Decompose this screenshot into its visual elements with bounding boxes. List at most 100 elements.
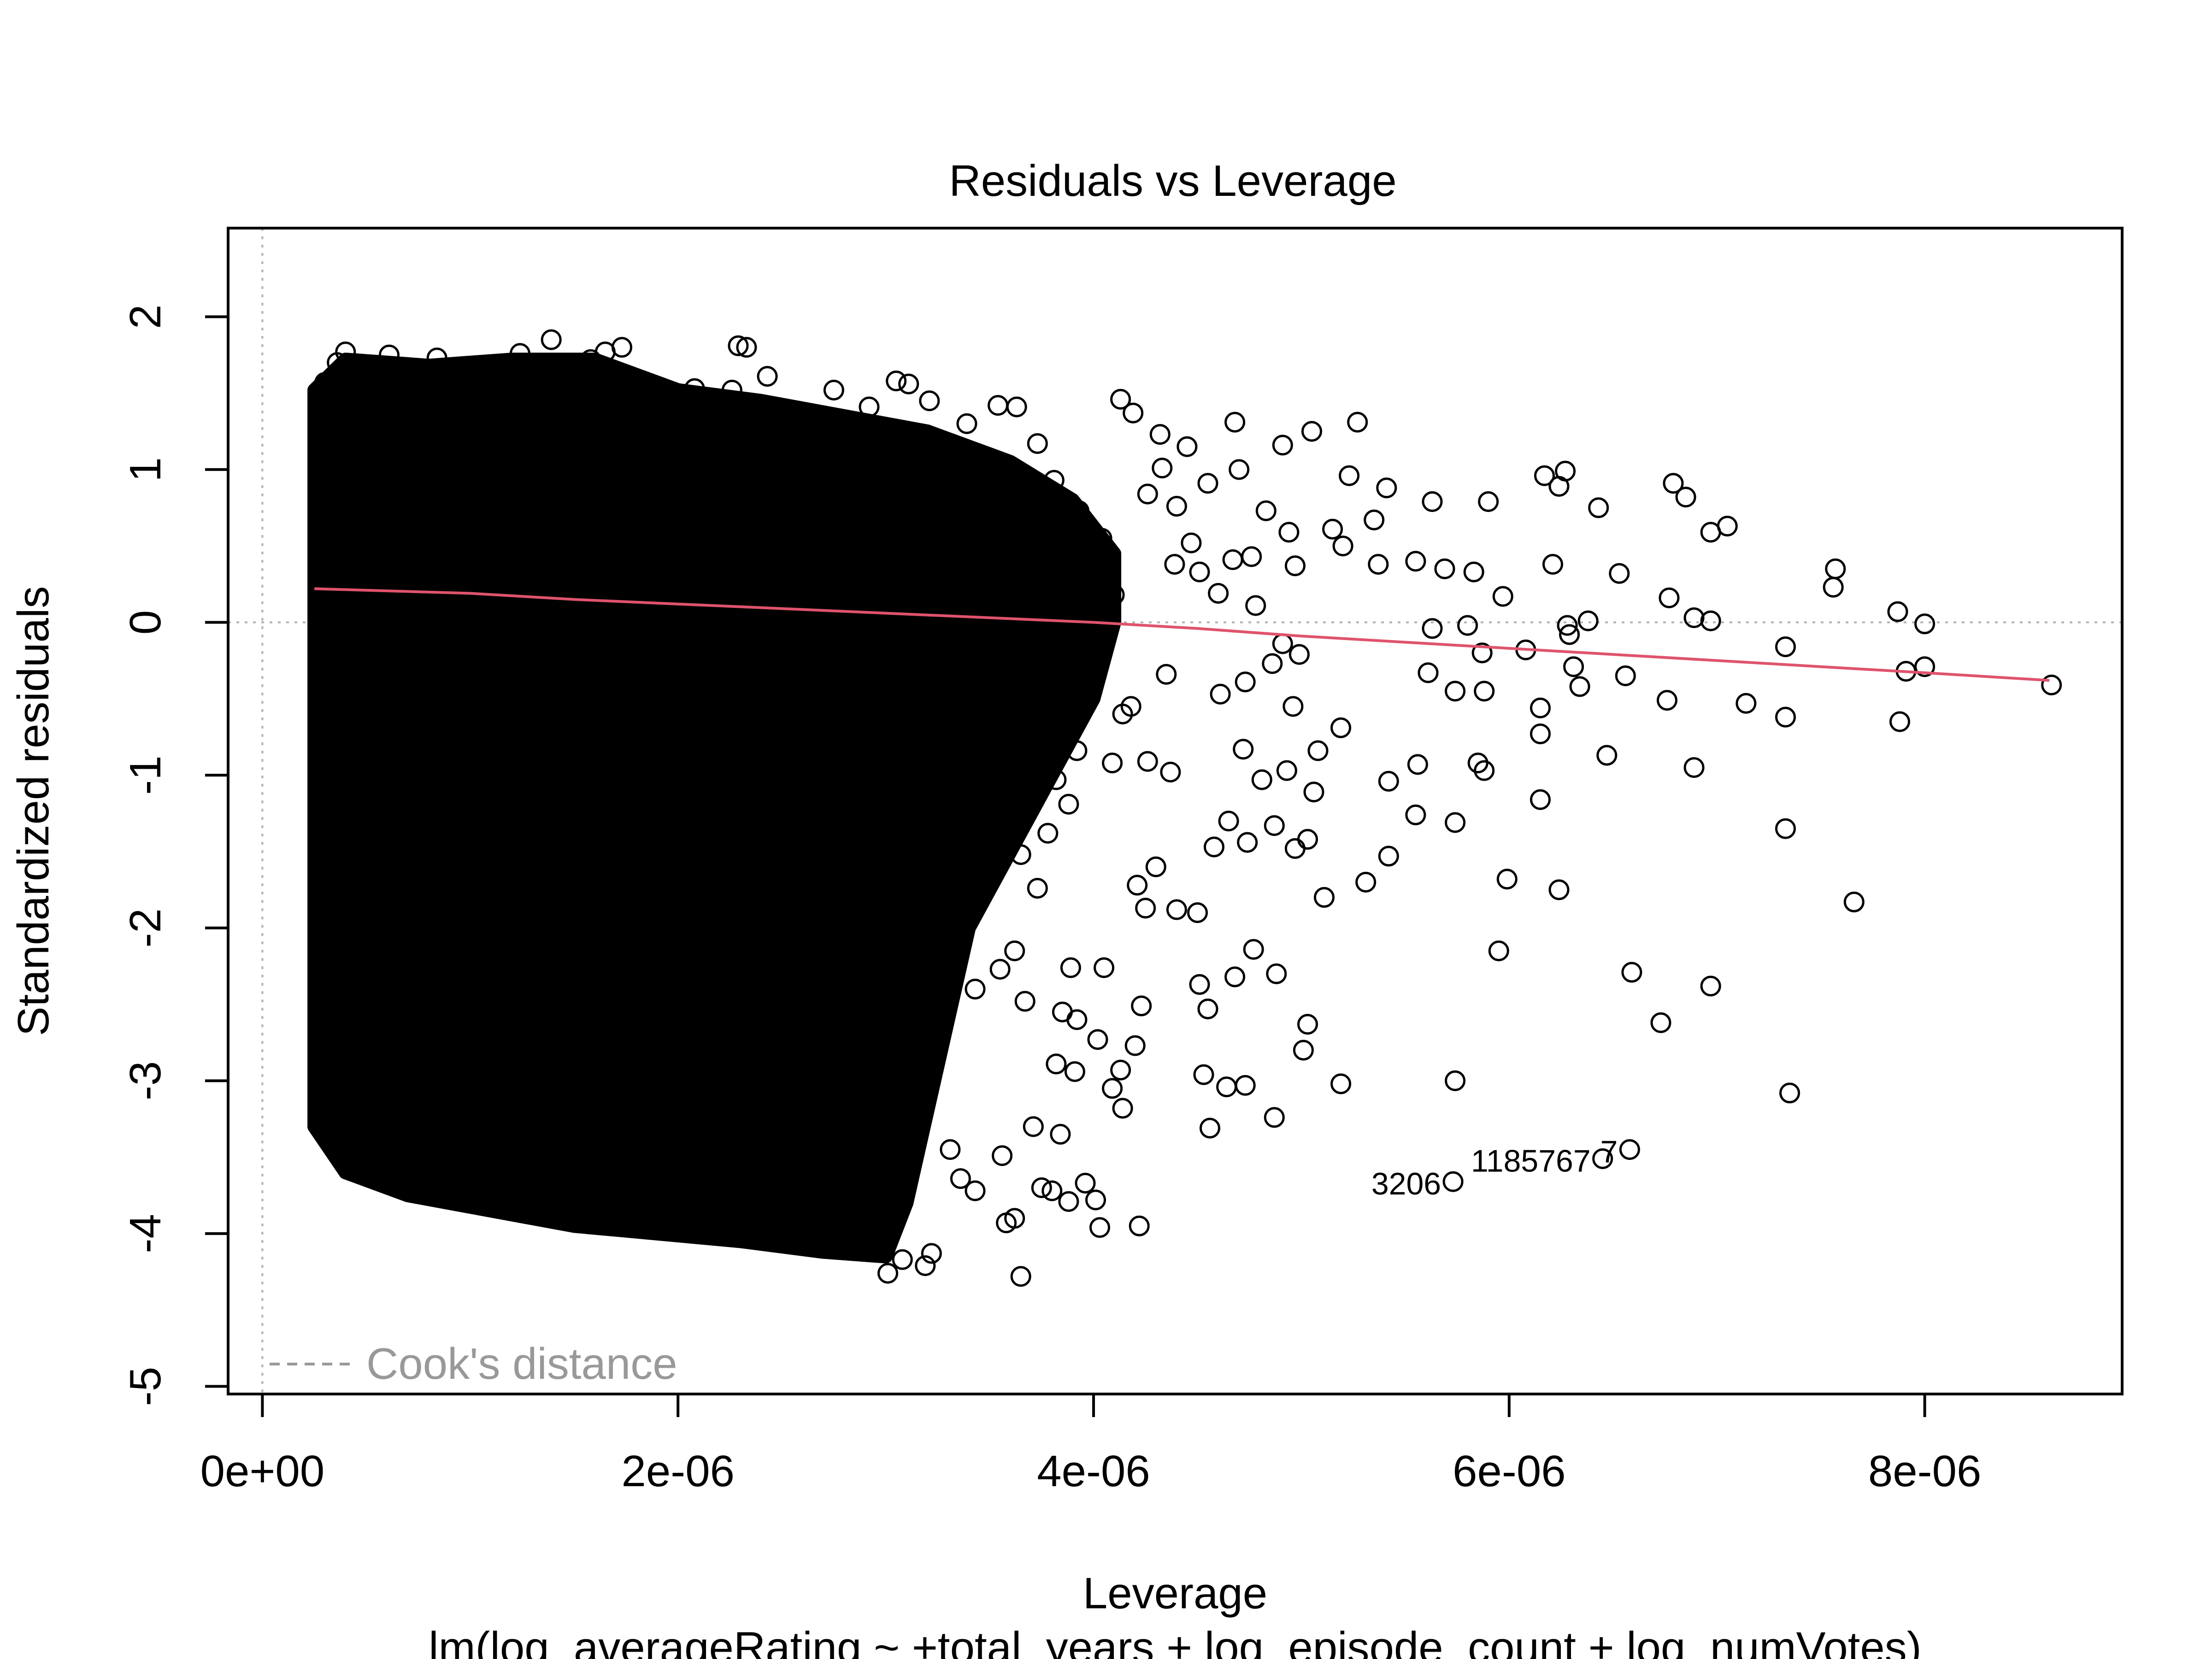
data-point: [1347, 412, 1368, 433]
data-point: [1775, 636, 1796, 657]
data-point: [1145, 856, 1166, 877]
data-point: [1094, 957, 1115, 978]
data-point: [1683, 607, 1705, 628]
data-point: [1058, 1191, 1079, 1212]
data-point: [426, 347, 447, 369]
y-tick-label: 0: [121, 610, 170, 635]
data-point: [1843, 891, 1865, 912]
data-point: [1288, 644, 1310, 665]
legend: Cook's distance: [270, 1339, 677, 1388]
data-point: [1181, 532, 1202, 553]
data-point: [379, 344, 400, 365]
data-point: [1123, 402, 1144, 424]
data-point: [1272, 435, 1293, 456]
data-point: [1160, 761, 1181, 782]
data-point: [1004, 940, 1025, 961]
data-point: [950, 1168, 971, 1189]
data-point: [1663, 473, 1684, 494]
data-point: [1264, 815, 1285, 836]
data-point: [1376, 477, 1397, 499]
data-point: [915, 1255, 936, 1276]
data-point: [1675, 487, 1696, 508]
data-point: [940, 1139, 961, 1160]
data-point: [1112, 1098, 1133, 1119]
data-point: [1301, 421, 1322, 442]
data-point: [1218, 811, 1239, 832]
x-axis-label: Leverage: [1083, 1569, 1267, 1618]
data-point: [1775, 818, 1796, 839]
data-point: [1314, 887, 1335, 908]
data-point: [1216, 1077, 1237, 1097]
data-point: [1278, 522, 1300, 543]
data-point: [1050, 1124, 1071, 1145]
data-point: [1496, 869, 1518, 890]
data-point: [919, 390, 940, 412]
data-point: [1700, 976, 1721, 997]
data-point: [1463, 561, 1484, 582]
data-point: [1534, 465, 1555, 486]
data-point: [956, 413, 977, 434]
data-point: [1224, 412, 1246, 433]
data-point: [1445, 812, 1466, 833]
data-point: [1156, 664, 1177, 685]
x-tick-label: 6e-06: [1453, 1447, 1566, 1496]
data-point: [1659, 587, 1680, 608]
data-point: [1187, 902, 1208, 923]
data-point: [1204, 836, 1224, 858]
x-tick-label: 0e+00: [200, 1447, 325, 1496]
labeled-data-point: [1619, 1139, 1640, 1160]
data-point: [1010, 1266, 1031, 1287]
data-point: [1031, 1177, 1052, 1198]
data-point: [1332, 535, 1353, 557]
data-point: [1330, 1073, 1352, 1094]
data-point: [925, 983, 946, 1004]
data-point: [1043, 470, 1065, 491]
data-point: [414, 361, 435, 382]
data-point: [1445, 1070, 1466, 1091]
data-point: [1559, 624, 1580, 645]
data-point: [1775, 706, 1796, 728]
data-point: [1284, 555, 1306, 577]
data-point: [1779, 1082, 1800, 1104]
y-tick-label: 2: [121, 305, 170, 329]
data-point: [1284, 838, 1306, 859]
data-point: [1224, 966, 1246, 988]
data-point: [886, 371, 907, 392]
data-point: [1193, 1064, 1214, 1085]
data-point: [1887, 601, 1908, 622]
labeled-data-point: [1592, 1148, 1613, 1169]
data-point: [1368, 554, 1389, 575]
data-point: [1492, 586, 1513, 607]
data-point: [1282, 696, 1304, 717]
legend-label-cooks-distance: Cook's distance: [366, 1339, 677, 1388]
data-point: [1037, 823, 1059, 844]
data-point: [1149, 424, 1171, 445]
data-point: [1189, 974, 1210, 995]
data-point: [1445, 681, 1466, 702]
data-point: [1615, 665, 1636, 686]
data-point: [1471, 642, 1493, 664]
data-point: [1588, 497, 1609, 518]
data-point: [1378, 771, 1399, 792]
data-point: [1418, 662, 1439, 683]
data-point: [1091, 528, 1112, 549]
y-tick-label: -5: [121, 1367, 170, 1406]
y-tick-label: -1: [121, 755, 170, 794]
data-point: [1303, 782, 1324, 803]
data-point: [1457, 615, 1478, 636]
data-point: [859, 396, 880, 418]
y-tick-label: -2: [121, 908, 170, 947]
data-point: [1127, 875, 1148, 896]
data-point: [1075, 1172, 1096, 1194]
data-point: [1700, 610, 1721, 631]
data-point: [1823, 577, 1844, 598]
data-point: [1102, 1078, 1123, 1099]
data-point: [1210, 683, 1231, 705]
data-point: [877, 1263, 899, 1284]
data-point: [1596, 745, 1618, 766]
data-point: [1243, 939, 1264, 960]
data-point: [480, 355, 501, 376]
data-point: [1364, 509, 1385, 530]
data-point: [1189, 561, 1210, 582]
